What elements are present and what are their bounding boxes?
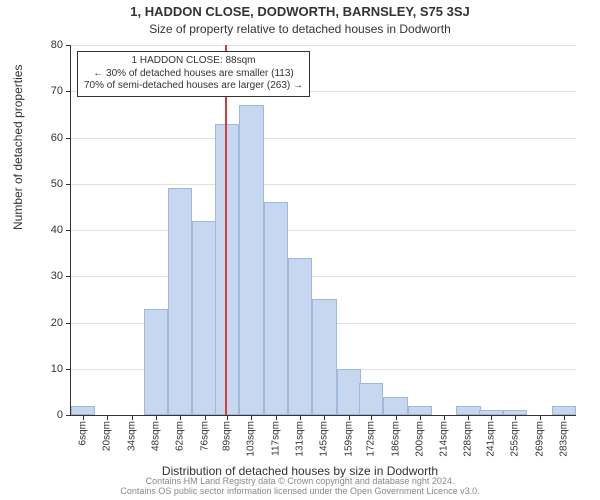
y-tick-mark — [66, 45, 71, 46]
gridline — [71, 276, 576, 277]
histogram-bar — [288, 258, 312, 415]
x-tick-mark — [227, 415, 228, 420]
histogram-bar — [456, 406, 480, 415]
x-tick-mark — [468, 415, 469, 420]
histogram-bar — [239, 105, 263, 415]
x-tick-mark — [564, 415, 565, 420]
y-tick-label: 20 — [51, 317, 63, 329]
histogram-bar — [337, 369, 361, 415]
y-tick-mark — [66, 276, 71, 277]
x-tick-mark — [371, 415, 372, 420]
x-tick-mark — [132, 415, 133, 420]
plot-area: 010203040506070806sqm20sqm34sqm48sqm62sq… — [70, 45, 576, 416]
x-tick-label: 186sqm — [390, 421, 401, 457]
y-tick-mark — [66, 415, 71, 416]
x-tick-label: 131sqm — [295, 421, 306, 457]
x-tick-label: 283sqm — [558, 421, 569, 457]
property-marker-line — [225, 45, 227, 415]
annotation-line-3: 70% of semi-detached houses are larger (… — [84, 80, 303, 93]
histogram-bar — [168, 188, 192, 415]
footer-line-2: Contains OS public sector information li… — [0, 487, 600, 497]
y-tick-mark — [66, 138, 71, 139]
gridline — [71, 184, 576, 185]
x-tick-mark — [420, 415, 421, 420]
x-tick-mark — [156, 415, 157, 420]
y-tick-label: 10 — [51, 363, 63, 375]
x-tick-mark — [349, 415, 350, 420]
histogram-bar — [359, 383, 383, 415]
x-tick-mark — [180, 415, 181, 420]
y-tick-mark — [66, 91, 71, 92]
gridline — [71, 138, 576, 139]
histogram-bar — [144, 309, 168, 415]
x-tick-label: 20sqm — [102, 421, 113, 451]
y-tick-mark — [66, 184, 71, 185]
y-tick-mark — [66, 369, 71, 370]
x-tick-label: 76sqm — [199, 421, 210, 451]
y-tick-label: 0 — [57, 409, 63, 421]
x-tick-mark — [324, 415, 325, 420]
x-tick-mark — [251, 415, 252, 420]
x-tick-label: 172sqm — [366, 421, 377, 457]
annotation-box: 1 HADDON CLOSE: 88sqm ← 30% of detached … — [77, 51, 310, 97]
footer-attribution: Contains HM Land Registry data © Crown c… — [0, 477, 600, 497]
x-tick-mark — [491, 415, 492, 420]
x-tick-label: 200sqm — [414, 421, 425, 457]
x-tick-label: 145sqm — [319, 421, 330, 457]
x-tick-mark — [205, 415, 206, 420]
y-tick-label: 60 — [51, 132, 63, 144]
x-tick-label: 103sqm — [246, 421, 257, 457]
x-tick-label: 34sqm — [126, 421, 137, 451]
x-tick-mark — [540, 415, 541, 420]
x-tick-mark — [107, 415, 108, 420]
x-tick-label: 228sqm — [463, 421, 474, 457]
x-tick-label: 241sqm — [485, 421, 496, 457]
x-tick-label: 255sqm — [510, 421, 521, 457]
histogram-bar — [383, 397, 407, 416]
x-tick-label: 6sqm — [78, 421, 89, 445]
chart-subtitle: Size of property relative to detached ho… — [0, 22, 600, 36]
y-tick-mark — [66, 230, 71, 231]
x-tick-mark — [444, 415, 445, 420]
histogram-bar — [264, 202, 288, 415]
x-tick-label: 48sqm — [151, 421, 162, 451]
y-tick-label: 80 — [51, 39, 63, 51]
histogram-bar — [408, 406, 432, 415]
x-tick-mark — [300, 415, 301, 420]
y-tick-label: 40 — [51, 224, 63, 236]
chart-title: 1, HADDON CLOSE, DODWORTH, BARNSLEY, S75… — [0, 4, 600, 19]
x-tick-mark — [83, 415, 84, 420]
histogram-bar — [71, 406, 95, 415]
y-tick-mark — [66, 323, 71, 324]
gridline — [71, 45, 576, 46]
y-tick-label: 70 — [51, 85, 63, 97]
annotation-line-2: ← 30% of detached houses are smaller (11… — [84, 68, 303, 81]
histogram-bar — [192, 221, 216, 415]
histogram-bar — [312, 299, 336, 415]
annotation-line-1: 1 HADDON CLOSE: 88sqm — [84, 55, 303, 68]
y-axis-title: Number of detached properties — [11, 65, 25, 230]
x-tick-mark — [396, 415, 397, 420]
x-tick-label: 214sqm — [439, 421, 450, 457]
x-tick-label: 159sqm — [343, 421, 354, 457]
x-tick-mark — [515, 415, 516, 420]
x-tick-label: 269sqm — [534, 421, 545, 457]
x-tick-mark — [276, 415, 277, 420]
y-tick-label: 30 — [51, 270, 63, 282]
gridline — [71, 230, 576, 231]
x-tick-label: 117sqm — [270, 421, 281, 456]
x-tick-label: 62sqm — [175, 421, 186, 451]
x-tick-label: 89sqm — [222, 421, 233, 451]
chart-container: 1, HADDON CLOSE, DODWORTH, BARNSLEY, S75… — [0, 0, 600, 500]
y-tick-label: 50 — [51, 178, 63, 190]
histogram-bar — [552, 406, 576, 415]
